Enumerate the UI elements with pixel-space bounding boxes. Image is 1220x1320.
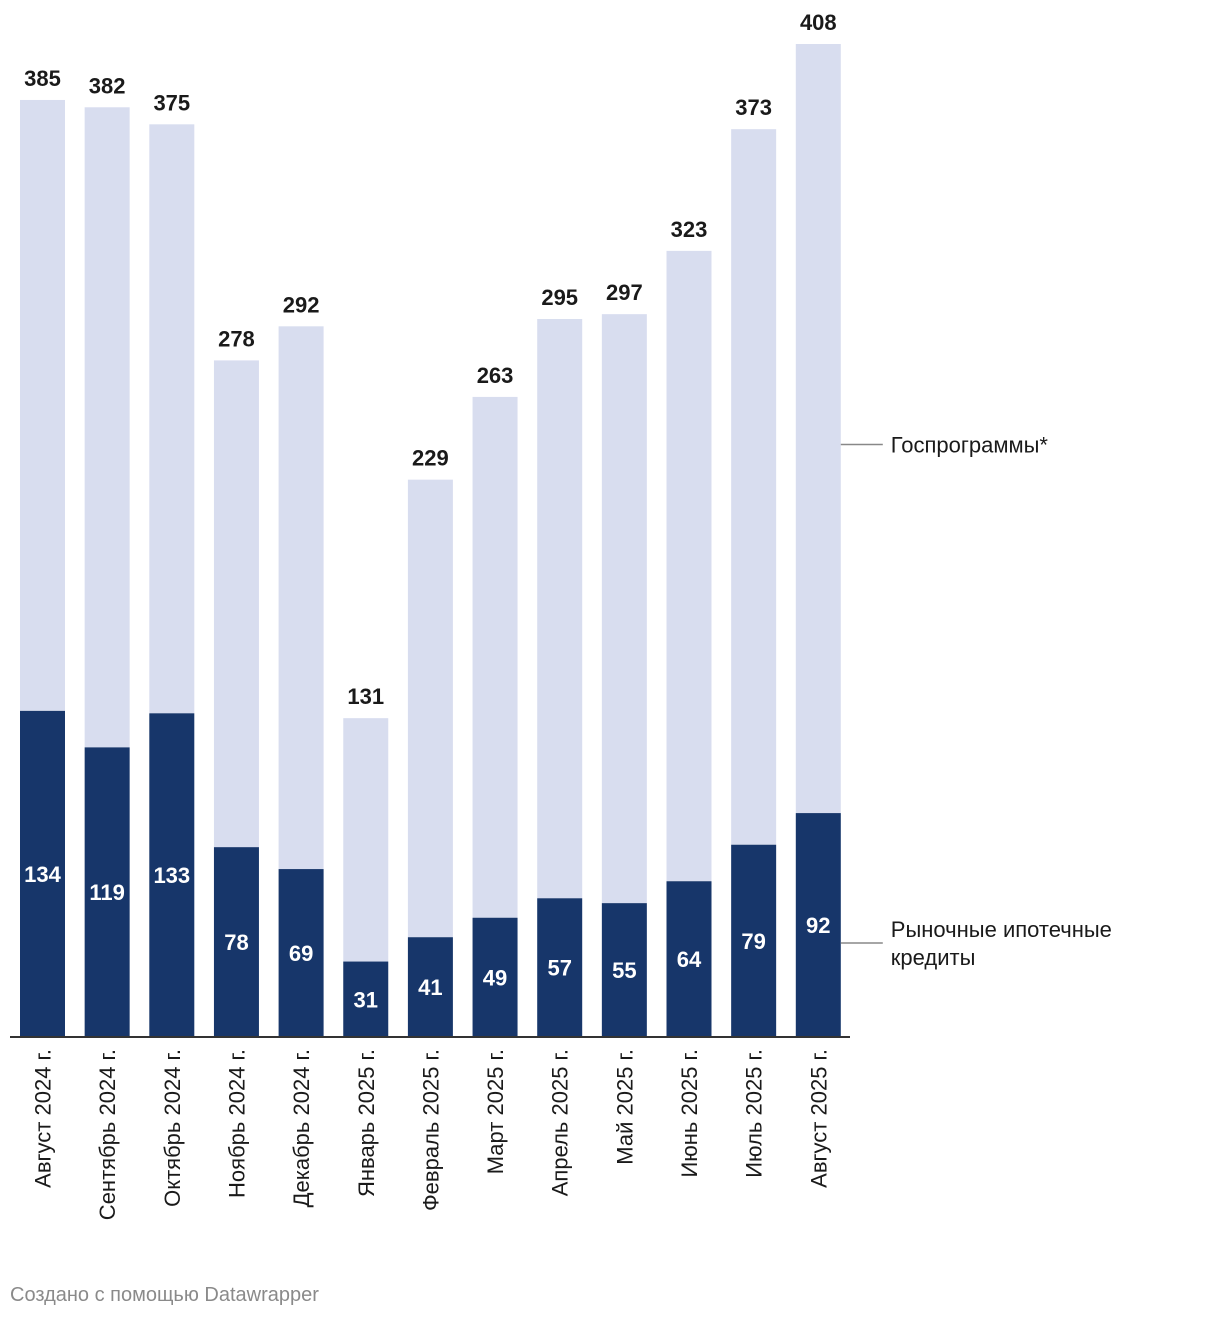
bar-gosprogrammy [20,99,65,711]
bar-market-loans [213,847,259,1037]
bar-market-loans [601,903,647,1037]
total-value-label: 323 [671,217,708,242]
bar-gosprogrammy [601,314,647,904]
bar-gosprogrammy [537,319,583,899]
total-value-label: 263 [477,363,514,388]
total-value-label: 131 [347,684,384,709]
bar-gosprogrammy [795,44,841,814]
x-tick-label: Октябрь 2024 г. [160,1049,185,1207]
x-tick-label: Март 2025 г. [483,1049,508,1174]
x-tick-label: Декабрь 2024 г. [289,1049,314,1207]
market-loans-value-label: 79 [741,929,765,954]
bar-market-loans [666,881,712,1037]
x-tick-label: Август 2025 г. [806,1049,831,1188]
market-loans-value-label: 31 [354,987,378,1012]
total-value-label: 382 [89,73,126,98]
bar-gosprogrammy [731,129,777,845]
total-value-label: 278 [218,326,255,351]
bar-gosprogrammy [343,718,389,962]
bar-gosprogrammy [213,360,259,848]
market-loans-value-label: 57 [547,956,571,981]
total-value-label: 229 [412,446,449,471]
total-value-label: 373 [735,95,772,120]
x-tick-label: Август 2024 г. [31,1049,56,1188]
x-tick-label: Ноябрь 2024 г. [224,1049,249,1198]
bar-market-loans [149,713,195,1037]
x-tick-label: Январь 2025 г. [354,1049,379,1197]
bar-gosprogrammy [84,107,130,748]
x-tick-label: Апрель 2025 г. [548,1049,573,1196]
market-loans-value-label: 64 [677,947,702,972]
stacked-bar-chart: 385 134 Август 2024 г. 382 119 Сентябрь 2024 … [10,10,1112,1220]
market-loans-value-label: 69 [289,941,313,966]
market-loans-value-label: 134 [24,862,61,887]
legend-label-gosprogrammy: Госпрограммы* [891,433,1049,458]
bar-gosprogrammy [472,396,518,918]
legend-group: Госпрограммы* Рыночные ипотечные кредиты [840,433,1112,970]
bars-group [20,44,841,1037]
total-value-label: 375 [153,90,190,115]
bar-market-loans [795,813,841,1037]
bar-market-loans [472,917,518,1037]
bar-market-loans [537,898,583,1037]
bar-gosprogrammy [149,124,195,714]
bar-gosprogrammy [278,326,324,870]
bar-market-loans [84,747,130,1037]
bar-market-loans [20,710,65,1037]
bar-market-loans [278,869,324,1037]
legend-label-market-loans: Рыночные ипотечные кредиты [891,917,1112,970]
labels-group: 385 134 Август 2024 г. 382 119 Сентябрь 2024 … [24,10,837,1220]
x-tick-label: Июнь 2025 г. [677,1049,702,1178]
market-loans-value-label: 92 [806,913,830,938]
x-tick-label: Сентябрь 2024 г. [95,1049,120,1220]
market-loans-value-label: 55 [612,958,636,983]
datawrapper-credit: Создано с помощью Datawrapper [10,1284,319,1306]
total-value-label: 295 [541,285,578,310]
total-value-label: 385 [24,66,61,91]
x-tick-label: Май 2025 г. [612,1049,637,1165]
market-loans-value-label: 78 [224,930,248,955]
x-tick-label: Февраль 2025 г. [418,1049,443,1211]
bar-market-loans [407,937,453,1037]
total-value-label: 297 [606,280,643,305]
bar-gosprogrammy [666,250,712,882]
bar-gosprogrammy [407,479,453,938]
x-tick-label: Июль 2025 г. [742,1049,767,1178]
market-loans-value-label: 41 [418,975,442,1000]
market-loans-value-label: 49 [483,965,507,990]
bar-market-loans [343,961,389,1037]
market-loans-value-label: 119 [89,880,125,905]
bar-market-loans [731,844,777,1037]
market-loans-value-label: 133 [153,863,190,888]
total-value-label: 292 [283,292,320,317]
total-value-label: 408 [800,10,837,35]
